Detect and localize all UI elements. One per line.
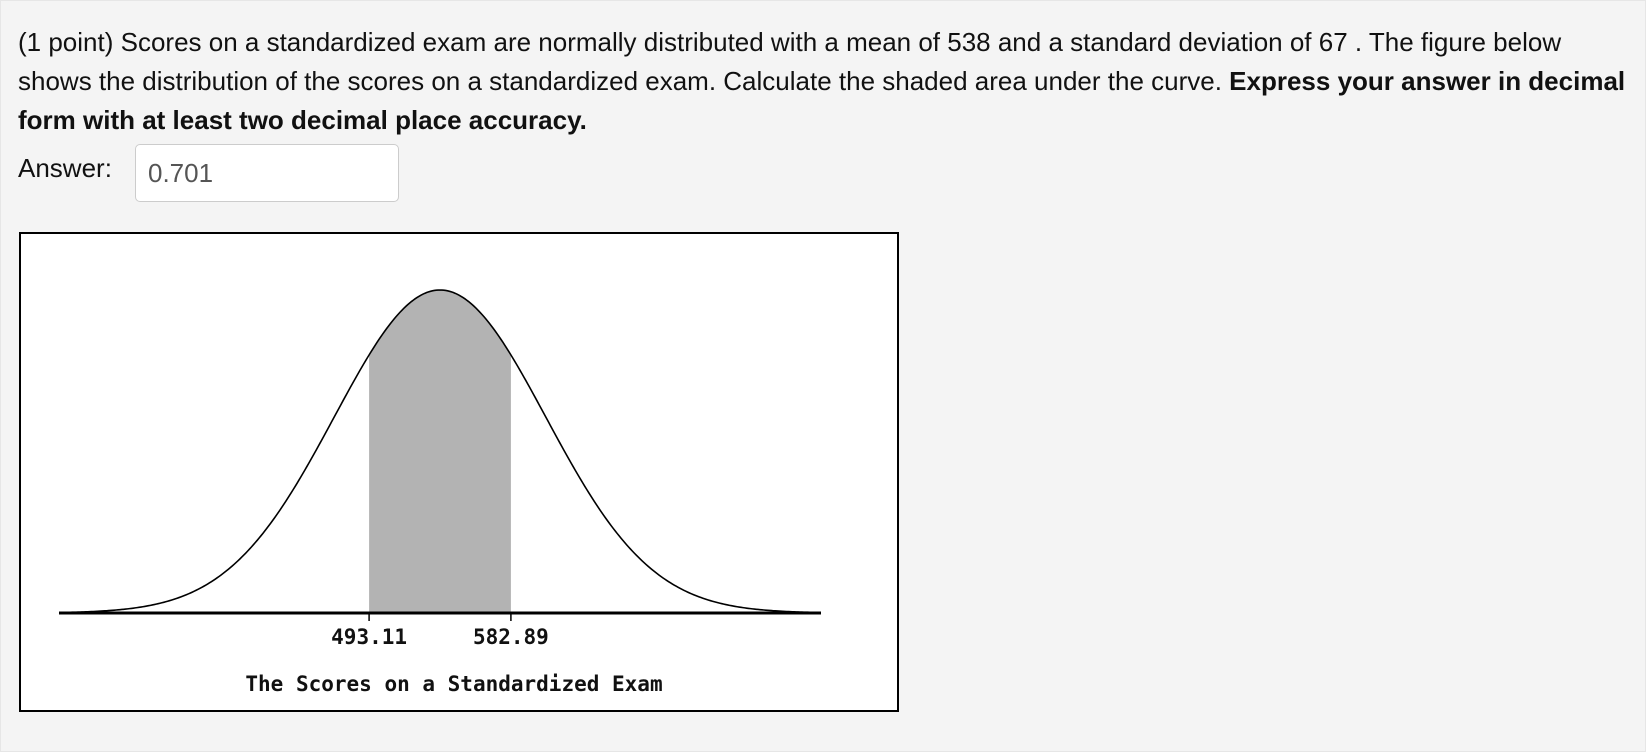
x-axis-title: The Scores on a Standardized Exam	[245, 672, 662, 696]
answer-label: Answer:	[18, 153, 112, 183]
shaded-area	[369, 290, 511, 613]
problem-text: (1 point) Scores on a standardized exam …	[18, 27, 1562, 96]
problem-instruction: Express your answer in decimal form with…	[18, 66, 1626, 135]
tick-label-left: 493.11	[331, 625, 407, 649]
normal-distribution-figure: 493.11 582.89 The Scores on a Standardiz…	[19, 232, 899, 712]
chart-svg: 493.11 582.89 The Scores on a Standardiz…	[58, 289, 822, 696]
answer-input[interactable]	[135, 144, 399, 202]
problem-statement: (1 point) Scores on a standardized exam …	[18, 23, 1628, 140]
tick-label-right: 582.89	[473, 625, 549, 649]
density-curve	[58, 289, 822, 614]
